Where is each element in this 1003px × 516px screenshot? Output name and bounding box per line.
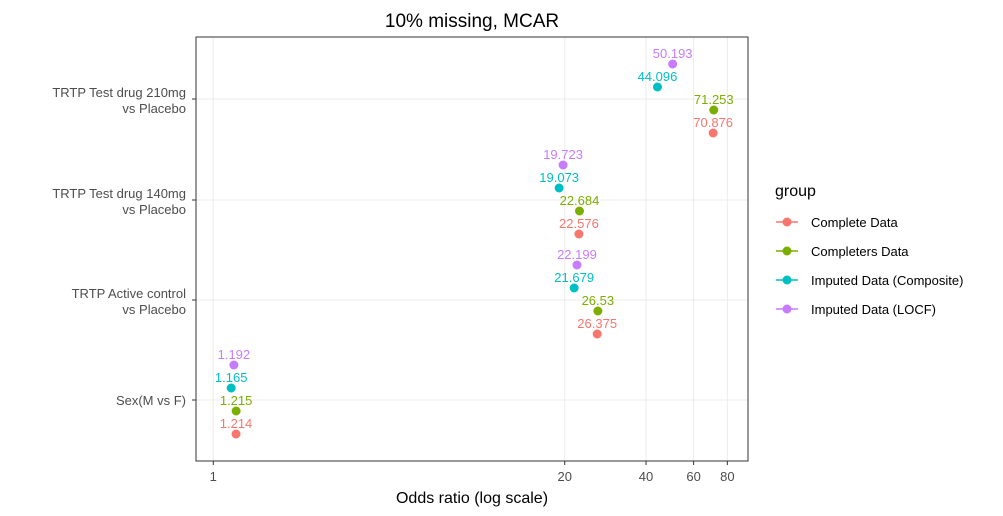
legend: group Complete Data Completers Data Impute… xyxy=(775,183,963,317)
y-tick-label-line2: vs Placebo xyxy=(122,101,186,116)
plot-border xyxy=(195,36,749,462)
data-label: 44.096 xyxy=(638,69,678,84)
data-point xyxy=(569,283,579,293)
x-tick-label: 20 xyxy=(557,469,571,484)
legend-label: Imputed Data (Composite) xyxy=(811,273,963,288)
data-label: 22.684 xyxy=(560,193,600,208)
x-tick-label: 80 xyxy=(720,469,734,484)
x-axis-title: Odds ratio (log scale) xyxy=(396,490,548,507)
data-label: 21.679 xyxy=(554,270,594,285)
data-label: 22.576 xyxy=(559,216,599,231)
data-point xyxy=(231,429,241,439)
data-point xyxy=(708,128,718,138)
x-tick-label: 40 xyxy=(639,469,653,484)
plot-panel xyxy=(196,37,748,461)
data-label: 22.199 xyxy=(557,247,597,262)
legend-key-point xyxy=(782,246,792,256)
data-point xyxy=(592,329,602,339)
legend-title: group xyxy=(775,183,816,200)
y-tick-label: TRTP Active control xyxy=(72,286,187,301)
data-point xyxy=(574,206,584,216)
data-point xyxy=(226,383,236,393)
data-point xyxy=(574,229,584,239)
legend-key-point xyxy=(782,304,792,314)
data-label: 71.253 xyxy=(694,92,734,107)
legend-label: Complete Data xyxy=(811,215,898,230)
data-point xyxy=(554,183,564,193)
data-label: 1.192 xyxy=(218,347,251,362)
y-tick-label: TRTP Test drug 140mg xyxy=(52,186,186,201)
data-label: 70.876 xyxy=(693,115,733,130)
data-label: 19.723 xyxy=(543,147,583,162)
data-label: 26.375 xyxy=(577,316,617,331)
legend-key-point xyxy=(782,217,792,227)
data-point xyxy=(709,105,719,115)
data-point xyxy=(652,82,662,92)
legend-label: Imputed Data (LOCF) xyxy=(811,302,936,317)
data-label: 1.215 xyxy=(220,393,253,408)
y-tick-label: TRTP Test drug 210mg xyxy=(52,85,186,100)
data-point xyxy=(593,306,603,316)
data-point xyxy=(231,406,241,416)
chart-title: 10% missing, MCAR xyxy=(385,11,559,32)
data-label: 19.073 xyxy=(539,170,579,185)
data-label: 1.214 xyxy=(220,416,253,431)
data-point xyxy=(558,160,568,170)
data-label: 1.165 xyxy=(215,370,248,385)
data-point xyxy=(572,260,582,270)
y-tick-label: Sex(M vs F) xyxy=(116,393,186,408)
y-tick-label-line2: vs Placebo xyxy=(122,302,186,317)
data-label: 26.53 xyxy=(582,293,615,308)
y-tick-label-line2: vs Placebo xyxy=(122,202,186,217)
data-label: 50.193 xyxy=(653,46,693,61)
x-tick-label: 60 xyxy=(686,469,700,484)
data-point xyxy=(229,360,239,370)
legend-label: Completers Data xyxy=(811,244,909,259)
data-point xyxy=(668,59,678,69)
x-tick-label: 1 xyxy=(210,469,217,484)
legend-key-point xyxy=(782,275,792,285)
